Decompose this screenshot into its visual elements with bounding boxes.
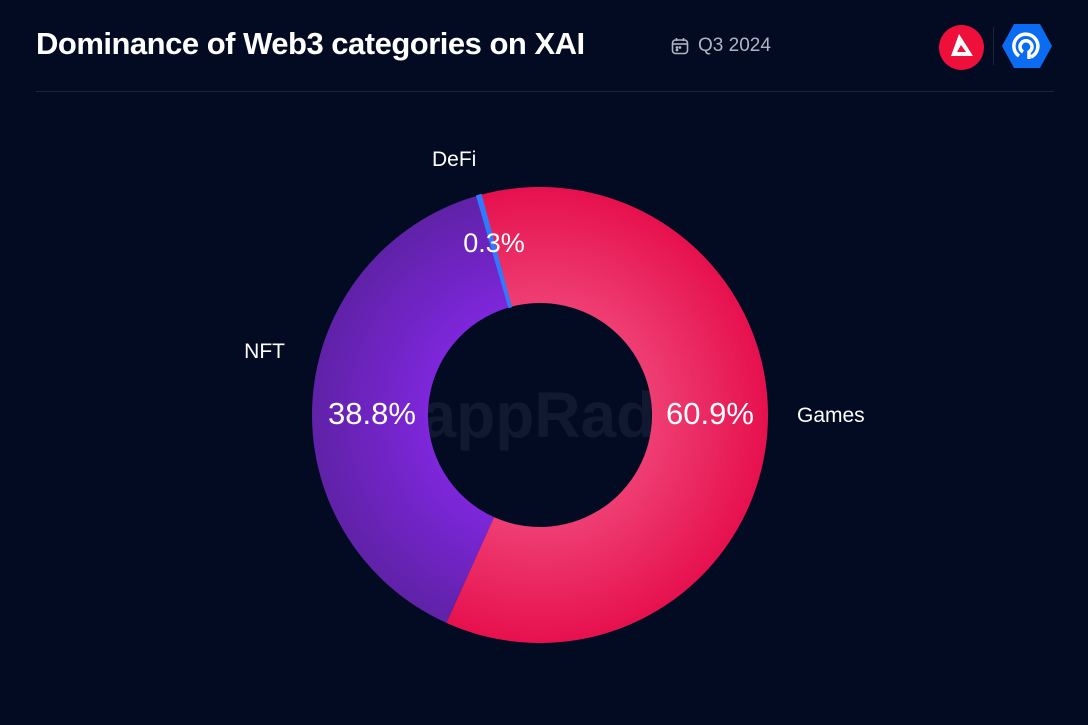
arbitrum-red-triangle-logo bbox=[939, 25, 984, 70]
slice-defi bbox=[475, 193, 512, 309]
period-label: Q3 2024 bbox=[698, 35, 771, 56]
period-badge: Q3 2024 bbox=[670, 35, 771, 57]
header-divider bbox=[36, 91, 1054, 92]
slice-games bbox=[446, 187, 768, 643]
label-cat-nft: NFT bbox=[244, 340, 285, 363]
slice-nft bbox=[312, 195, 509, 623]
label-cat-games: Games bbox=[797, 404, 865, 427]
logo-separator bbox=[993, 27, 994, 65]
label-pct-defi: 0.3% bbox=[463, 228, 525, 258]
label-pct-games: 60.9% bbox=[666, 396, 754, 431]
label-cat-defi: DeFi bbox=[432, 148, 476, 171]
dappradar-logo bbox=[1002, 24, 1052, 68]
page-title: Dominance of Web3 categories on XAI bbox=[36, 26, 585, 61]
label-pct-nft: 38.8% bbox=[328, 396, 416, 431]
calendar-icon bbox=[671, 38, 689, 55]
